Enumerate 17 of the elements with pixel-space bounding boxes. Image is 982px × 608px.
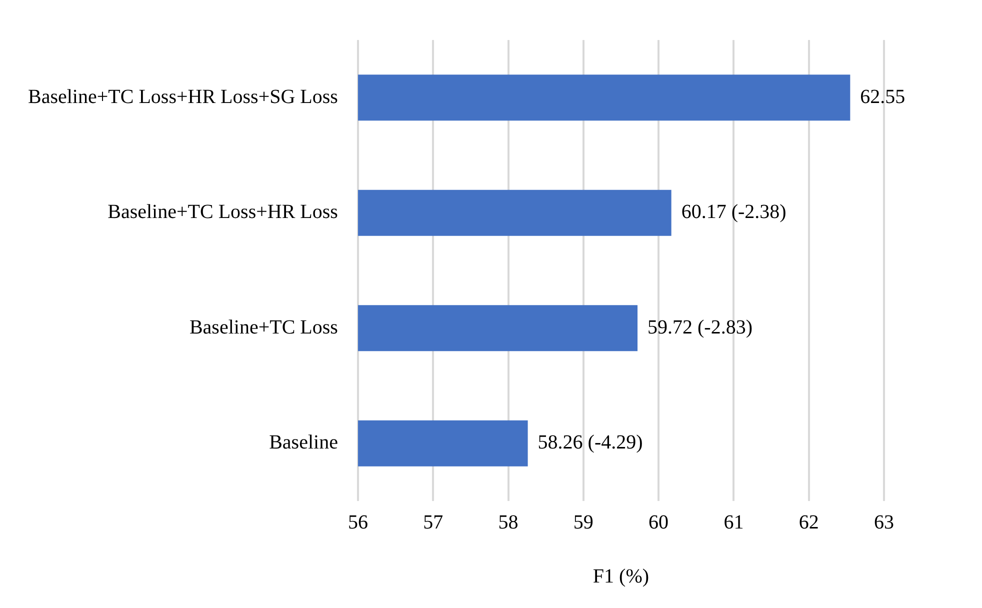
x-tick-label: 57 bbox=[423, 511, 444, 534]
x-tick-label: 61 bbox=[724, 511, 744, 534]
data-label: 58.26 (-4.29) bbox=[538, 432, 643, 454]
data-label: 60.17 (-2.38) bbox=[681, 201, 786, 224]
data-label: 59.72 (-2.83) bbox=[648, 316, 752, 338]
y-tick-label: Baseline+TC Loss+HR Loss bbox=[108, 201, 338, 224]
y-tick-label: Baseline+TC Loss+HR Loss+SG Loss bbox=[28, 86, 338, 108]
x-axis-title: F1 (%) bbox=[592, 565, 650, 588]
data-label: 62.55 bbox=[860, 86, 906, 108]
x-tick-label: 60 bbox=[648, 511, 669, 534]
x-tick-label: 59 bbox=[573, 511, 594, 534]
y-tick-label: Baseline bbox=[269, 432, 338, 454]
x-tick-label: 63 bbox=[874, 511, 894, 534]
x-tick-label: 58 bbox=[498, 511, 518, 534]
y-tick-label: Baseline+TC Loss bbox=[189, 316, 338, 338]
x-tick-label: 62 bbox=[798, 511, 819, 534]
x-tick-label: 56 bbox=[348, 511, 368, 534]
